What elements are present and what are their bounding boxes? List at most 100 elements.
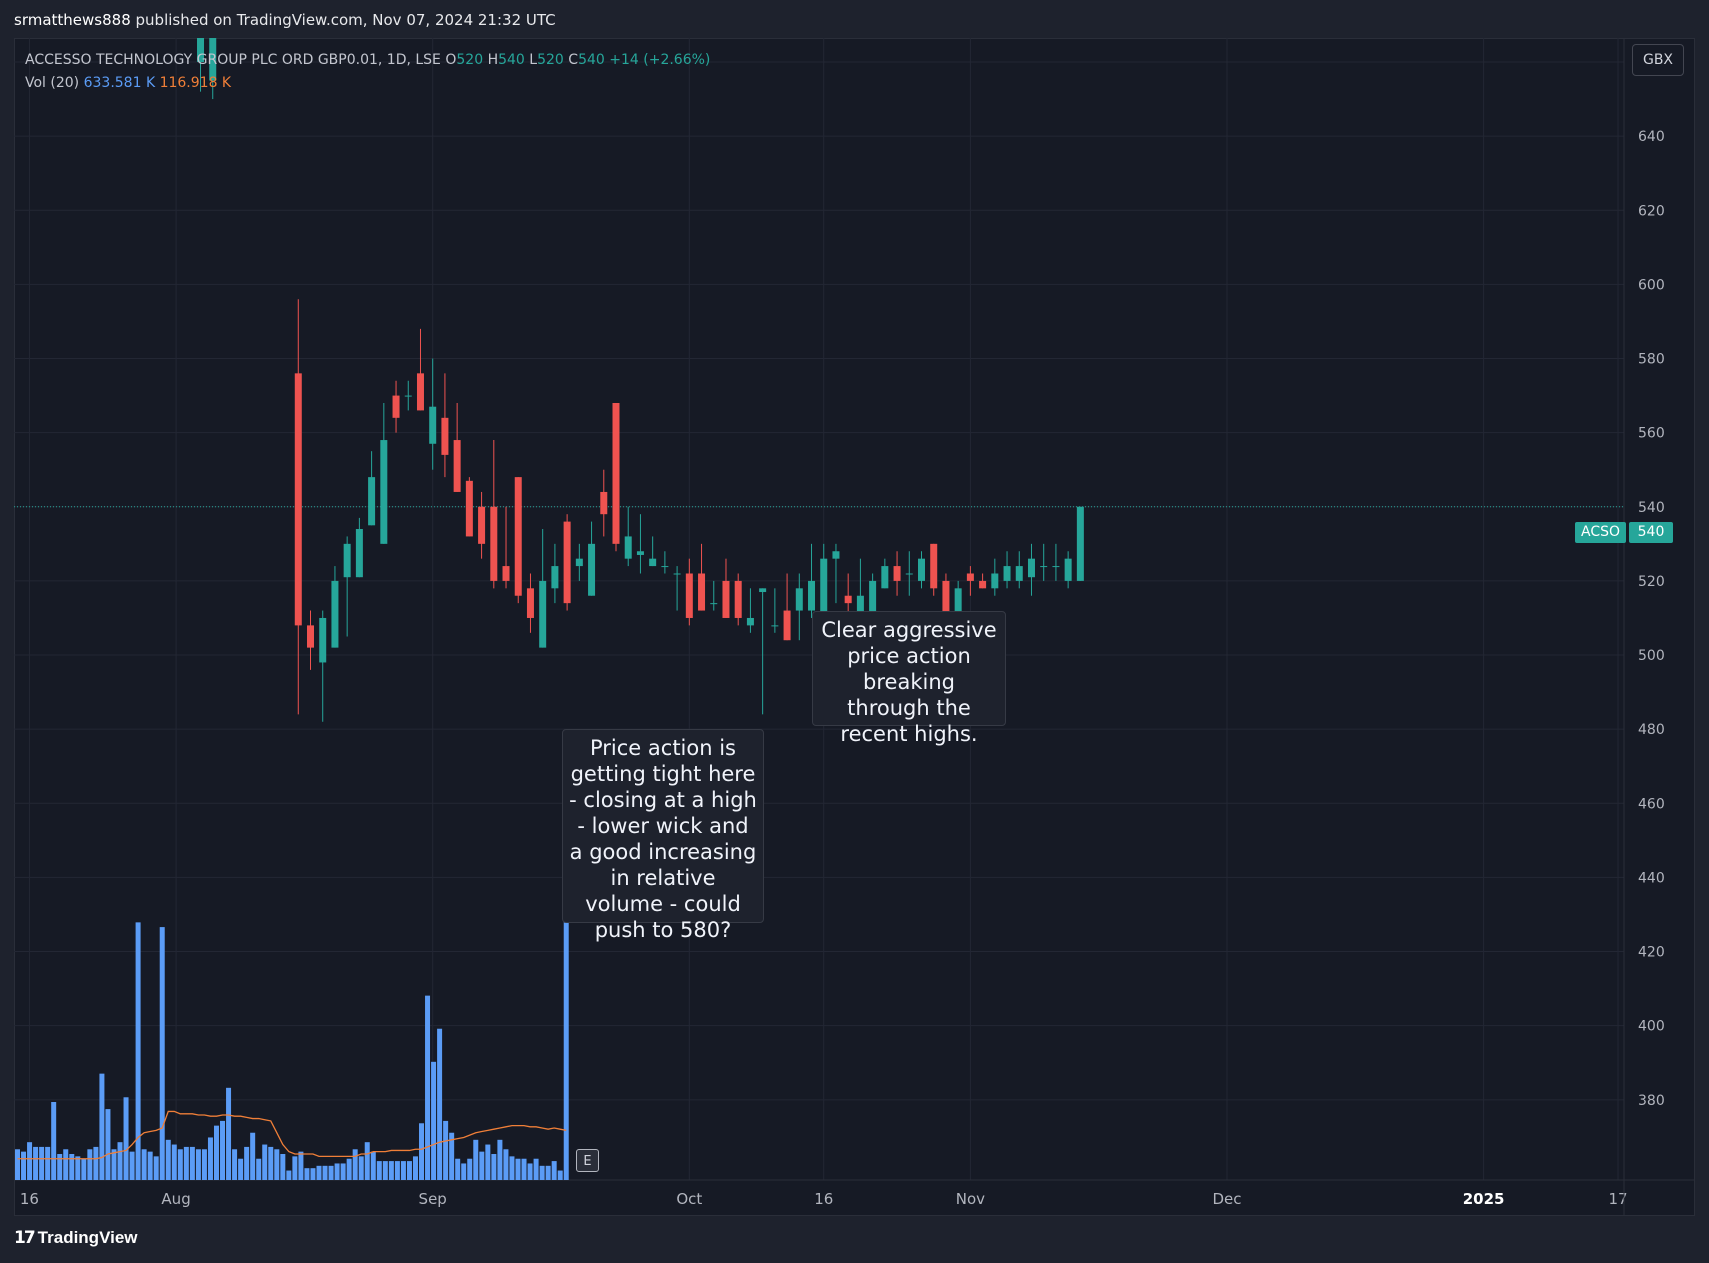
legend-low-value: 520 xyxy=(537,52,564,68)
volume-bar xyxy=(189,1146,195,1180)
candle-body xyxy=(465,480,473,537)
volume-bar xyxy=(412,1156,418,1180)
volume-bar xyxy=(99,1073,105,1180)
y-tick-label: 460 xyxy=(1638,796,1665,812)
volume-bar xyxy=(93,1146,99,1180)
legend-open-value: 520 xyxy=(456,52,484,68)
volume-bar xyxy=(232,1149,238,1180)
volume-bar xyxy=(27,1142,33,1180)
volume-bar xyxy=(376,1161,382,1180)
volume-bar xyxy=(298,1151,304,1180)
volume-bar xyxy=(479,1151,485,1180)
y-tick-label: 480 xyxy=(1638,722,1665,738)
volume-bar xyxy=(87,1149,93,1180)
volume-bar xyxy=(81,1158,87,1180)
y-tick-label: 580 xyxy=(1638,352,1665,368)
volume-bar xyxy=(322,1165,328,1180)
volume-bar xyxy=(455,1158,461,1180)
candle-body xyxy=(539,580,547,648)
volume-bar xyxy=(358,1156,364,1180)
x-tick-label: Oct xyxy=(676,1190,702,1208)
currency-button[interactable]: GBX xyxy=(1632,44,1684,76)
legend-volume-row: Vol (20) 633.581 K 116.918 K xyxy=(25,72,710,95)
candle-body xyxy=(844,595,852,604)
last-price-badge: 540 xyxy=(1629,522,1673,543)
y-tick-label: 560 xyxy=(1638,426,1665,442)
volume-bar xyxy=(449,1132,455,1180)
chart-legend: ACCESSO TECHNOLOGY GROUP PLC ORD GBP0.01… xyxy=(25,49,710,95)
candlestick-chart[interactable]: 380 400 420 440 460 480 500 520 540 560 580 600 620 6… xyxy=(14,38,1695,1216)
volume-bar xyxy=(250,1132,256,1180)
author-name[interactable]: srmatthews888 xyxy=(14,11,131,29)
volume-bar xyxy=(171,1144,177,1180)
candle-body xyxy=(954,588,962,626)
x-tick-label: 17 xyxy=(1608,1190,1627,1208)
candle-body xyxy=(661,566,669,568)
candle-body xyxy=(416,373,424,411)
brand-name: TradingView xyxy=(37,1228,138,1247)
volume-bar xyxy=(63,1149,69,1180)
volume-bar xyxy=(147,1151,153,1180)
volume-bar xyxy=(491,1154,497,1180)
volume-bar xyxy=(135,922,141,1180)
candle-body xyxy=(563,521,571,604)
candle-body xyxy=(918,558,925,581)
x-tick-label: 16 xyxy=(814,1190,833,1208)
volume-bar xyxy=(21,1151,27,1180)
tradingview-brand[interactable]: 17 TradingView xyxy=(14,1228,138,1248)
candle-body xyxy=(1076,506,1084,581)
volume-bar xyxy=(292,1156,298,1180)
candle-body xyxy=(1027,558,1035,578)
candle-body xyxy=(392,395,400,418)
volume-bar xyxy=(425,995,431,1180)
volume-bar xyxy=(394,1161,400,1180)
candle-body xyxy=(526,588,534,618)
volume-bar xyxy=(352,1149,358,1180)
volume-bar xyxy=(75,1156,81,1180)
publication-bar: srmatthews888 published on TradingView.c… xyxy=(0,0,1709,40)
y-tick-label: 400 xyxy=(1638,1019,1665,1035)
candle-body xyxy=(942,580,950,641)
candle-body xyxy=(649,558,657,567)
volume-bar xyxy=(69,1154,75,1180)
volume-bar xyxy=(509,1156,515,1180)
legend-high-value: 540 xyxy=(498,52,525,68)
y-tick-label: 540 xyxy=(1638,500,1665,516)
tradingview-logo-icon: 17 xyxy=(14,1228,36,1248)
candle-body xyxy=(1052,566,1060,568)
candle-body xyxy=(307,625,314,648)
volume-bar xyxy=(557,1170,563,1180)
volume-bar xyxy=(238,1158,244,1180)
volume-bar xyxy=(207,1137,213,1180)
y-tick-label: 380 xyxy=(1638,1093,1665,1109)
volume-bar xyxy=(33,1146,39,1180)
candle-body xyxy=(502,566,510,581)
annotation-note-tight-price-action[interactable]: Price action is getting tight here - clo… xyxy=(562,729,764,942)
volume-bar xyxy=(141,1149,147,1180)
candle-body xyxy=(294,373,302,626)
candle-body xyxy=(771,625,779,627)
legend-high-label: H xyxy=(487,52,499,68)
volume-bar xyxy=(201,1149,207,1180)
candle-body xyxy=(1040,566,1048,568)
earnings-marker[interactable]: E xyxy=(576,1149,599,1172)
candle-body xyxy=(979,580,987,589)
annotation-note-breakout[interactable]: Clear aggressive price action breaking t… xyxy=(812,611,1006,746)
candle-body xyxy=(197,38,205,62)
volume-bar xyxy=(153,1156,159,1180)
candle-body xyxy=(1003,566,1011,581)
legend-volume-label[interactable]: Vol (20) xyxy=(25,75,80,91)
volume-bar xyxy=(328,1165,334,1180)
candle-body xyxy=(588,543,596,596)
candle-body xyxy=(734,580,742,618)
volume-bar xyxy=(177,1149,183,1180)
legend-symbol[interactable]: ACCESSO TECHNOLOGY GROUP PLC ORD GBP0.01… xyxy=(25,52,441,68)
candle-body xyxy=(1064,558,1072,581)
legend-volume-value: 633.581 K xyxy=(83,75,156,91)
candle-body xyxy=(893,566,901,581)
candle-body xyxy=(355,529,363,578)
candle-body xyxy=(209,38,217,81)
candle-body xyxy=(991,573,999,589)
candle-body xyxy=(820,558,828,648)
candle-body xyxy=(698,573,706,611)
